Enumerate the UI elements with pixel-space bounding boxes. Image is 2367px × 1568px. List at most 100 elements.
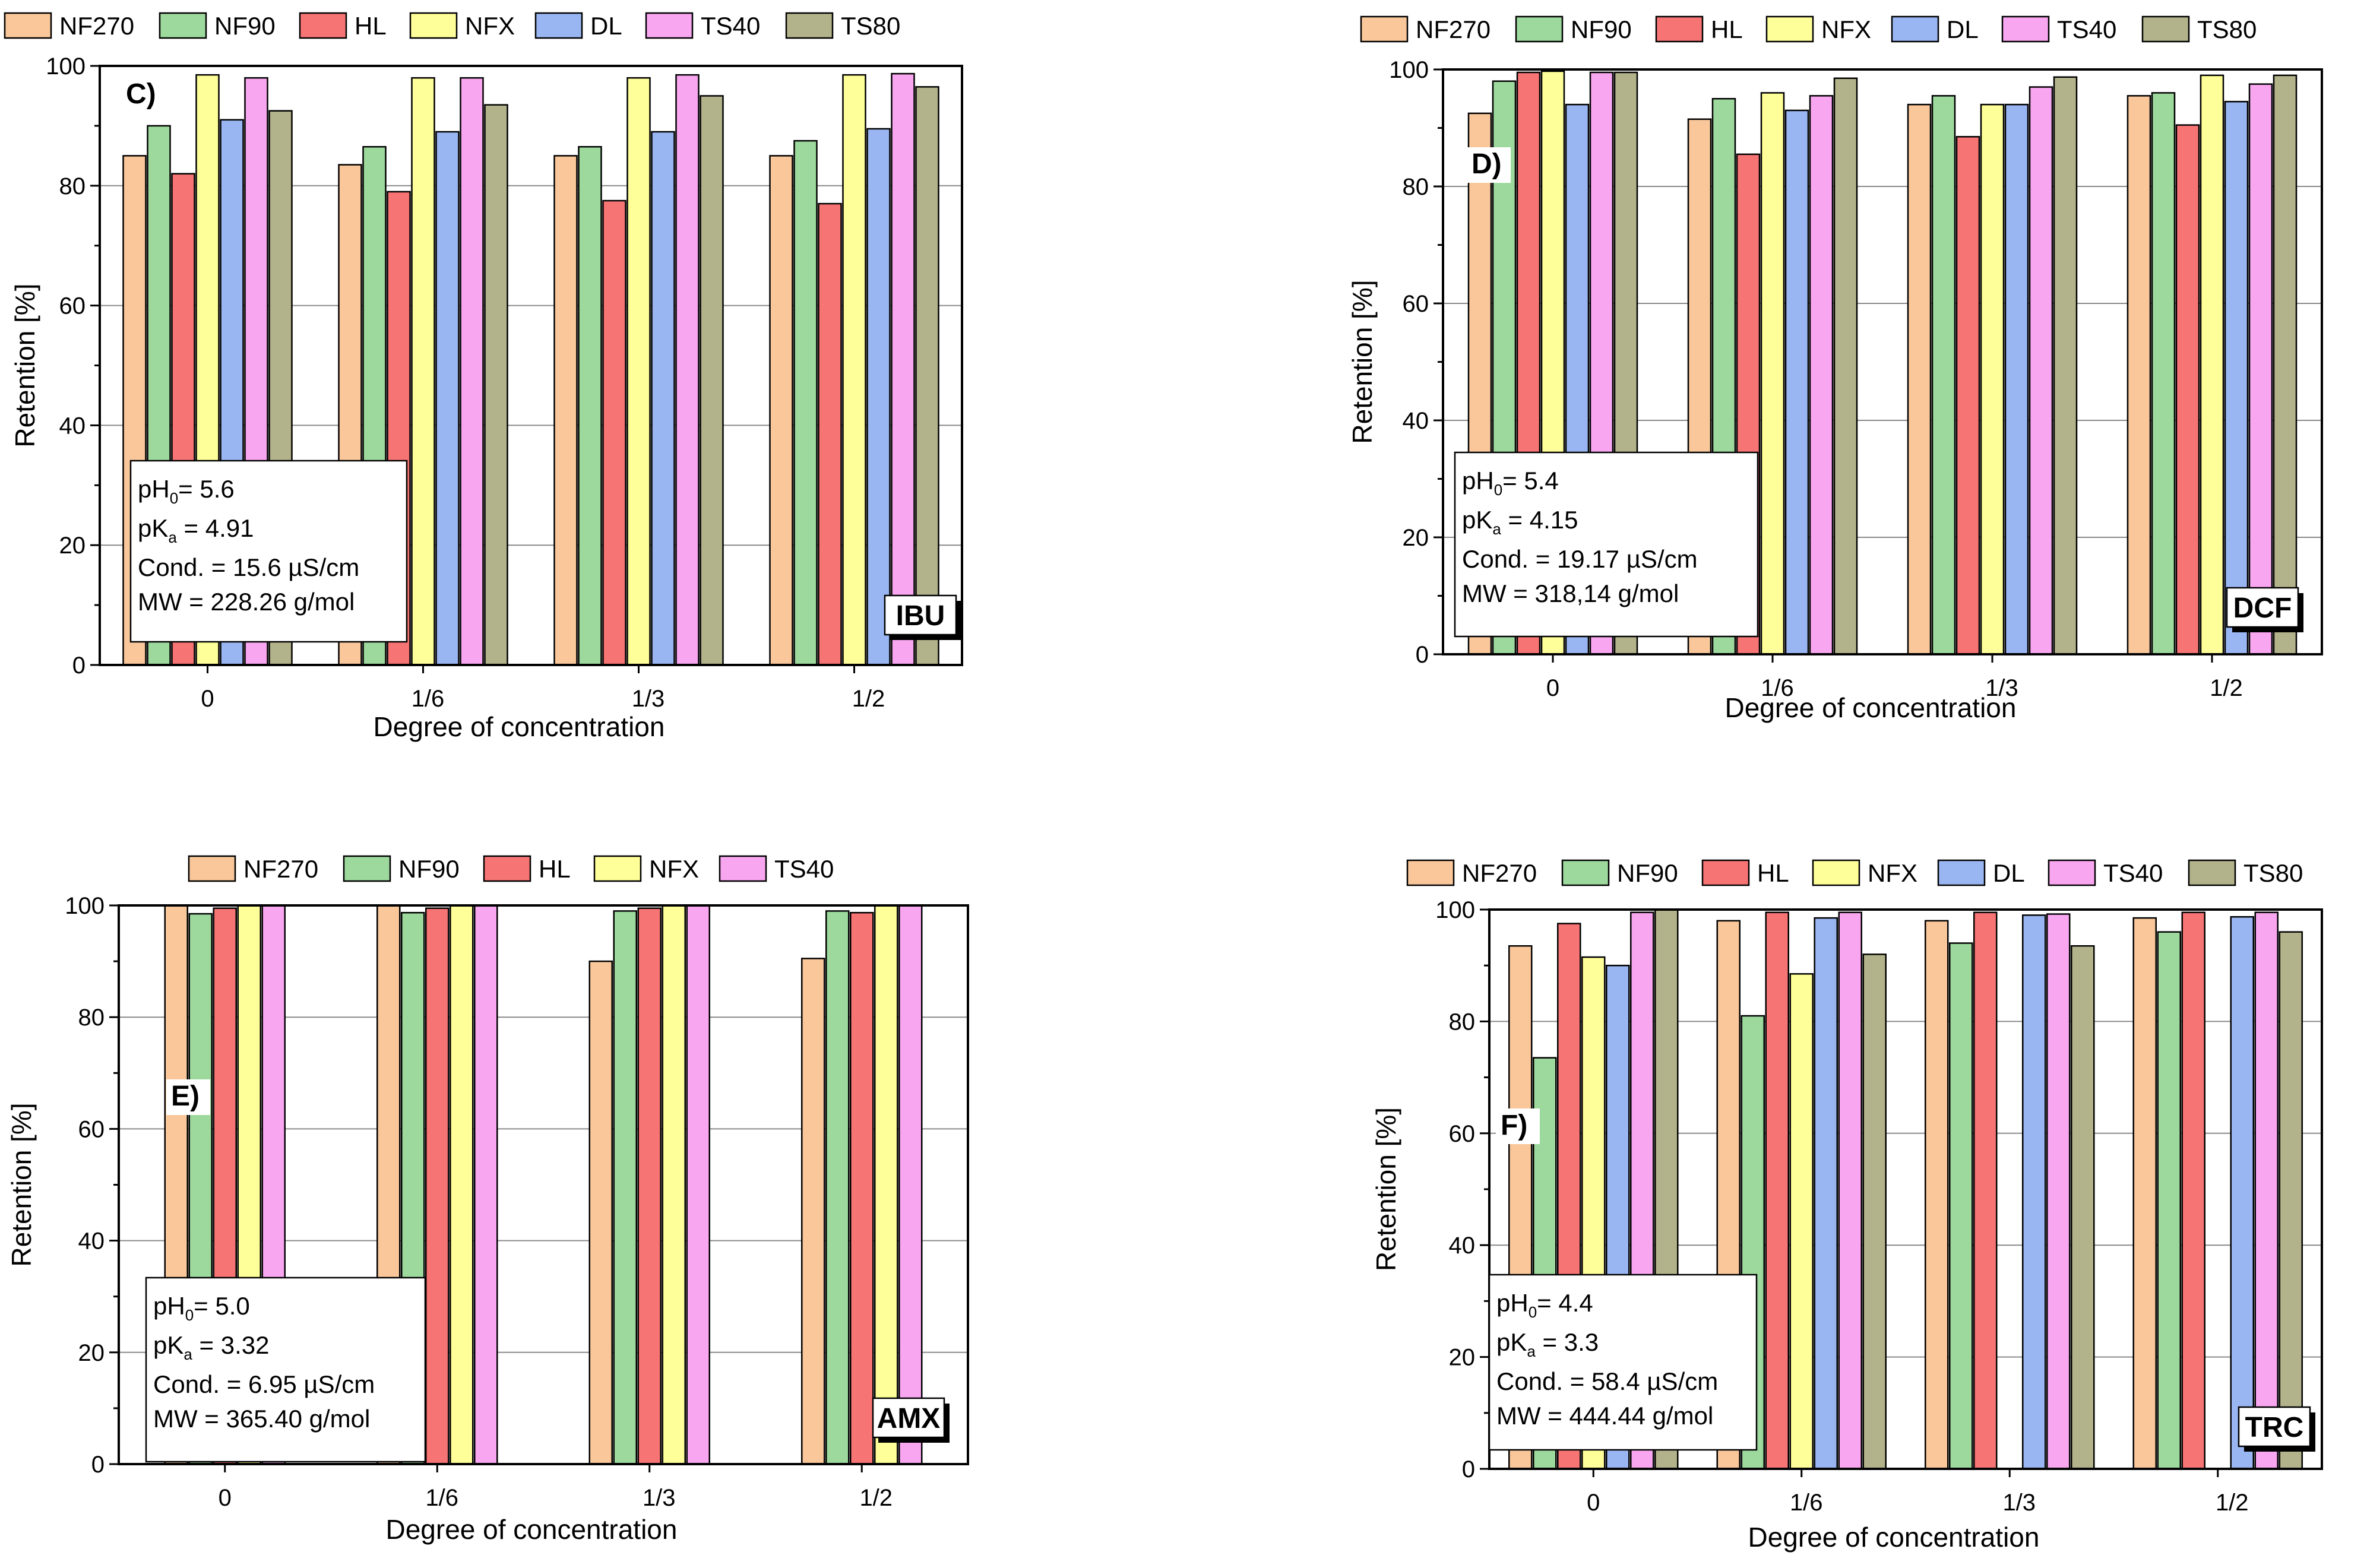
bar-ts80-2: [2071, 945, 2095, 1470]
compound-tag-box: [2226, 587, 2299, 628]
legend-label-ts40: TS40: [2057, 15, 2116, 43]
bar-nfx-1: [411, 77, 435, 666]
x-tick-label: 1/2: [852, 686, 885, 712]
x-tick-label: 1/3: [2002, 1490, 2036, 1516]
legend-swatch-nf270: [4, 12, 52, 39]
x-tick-label: 0: [219, 1485, 232, 1511]
legend-label-dl: DL: [1993, 859, 2025, 887]
legend-swatch-ts80: [2188, 859, 2236, 886]
bar-dl-2: [2022, 914, 2046, 1470]
y-tick-label: 60: [78, 1116, 105, 1142]
y-tick-label: 0: [1462, 1456, 1475, 1483]
y-tick-label: 20: [1403, 525, 1429, 551]
bar-nfx-2: [1980, 103, 2005, 655]
legend-label-hl: HL: [539, 855, 571, 883]
bar-dl-2: [651, 131, 675, 666]
bar-hl-2: [637, 907, 662, 1465]
info-pka: pKa = 3.32: [153, 1331, 269, 1363]
y-tick-label: 20: [1449, 1345, 1476, 1371]
bar-dl-1: [435, 131, 460, 666]
bar-nf90-3: [2157, 931, 2181, 1470]
legend-swatch-nf90: [343, 855, 391, 882]
legend-swatch-nf270: [1360, 15, 1409, 43]
bar-ts80-1: [1833, 77, 1858, 655]
x-axis-title: Degree of concentration: [1725, 692, 2017, 723]
panel-label: C): [126, 78, 156, 110]
y-tick-label: 0: [72, 652, 86, 679]
bar-nf90-2: [578, 145, 602, 666]
bar-nfx-3: [842, 74, 866, 666]
legend-label-ts80: TS80: [2243, 859, 2303, 887]
x-tick-label: 1/2: [2216, 1490, 2249, 1516]
bar-ts40-1: [1809, 95, 1834, 655]
bar-nf270-2: [1907, 103, 1932, 655]
bar-ts40-1: [1838, 911, 1862, 1470]
info-conductivity: Cond. = 6.95 µS/cm: [153, 1370, 375, 1398]
x-tick-label: 1/2: [2210, 675, 2243, 701]
legend-label-nfx: NFX: [1868, 859, 1917, 887]
panel-label-bg: [1496, 1108, 1540, 1144]
bar-nf90-2: [1949, 942, 1973, 1470]
compound-tag: DCF: [2233, 593, 2292, 624]
y-tick-label: 40: [1449, 1233, 1476, 1259]
bar-ts40-1: [474, 904, 498, 1465]
legend-swatch-dl: [1891, 15, 1939, 43]
panel-label-bg: [1467, 147, 1511, 183]
legend-swatch-hl: [1701, 859, 1750, 886]
bar-ts80-1: [1862, 954, 1887, 1470]
bar-ts40-2: [2029, 86, 2053, 655]
x-tick-label: 1/3: [1985, 675, 2018, 701]
legend-label-ts80: TS80: [841, 12, 900, 40]
bar-ts80-3: [915, 86, 939, 666]
legend-swatch-nfx: [593, 855, 642, 882]
y-tick-label: 0: [1416, 642, 1429, 668]
y-tick-label: 60: [1449, 1121, 1476, 1147]
bar-hl-3: [850, 911, 874, 1465]
bar-ts40-2: [686, 904, 710, 1465]
y-tick-label: 20: [78, 1340, 105, 1366]
chart-panel-amx: 0 20 40 60 80 100 0 1/6 1/3 1/2 Degree of concentr…: [6, 855, 969, 1545]
compound-tag: IBU: [896, 600, 945, 632]
x-tick-label: 0: [201, 686, 214, 712]
bar-ts40-1: [460, 77, 484, 666]
panel-label: D): [1472, 148, 1502, 180]
y-tick-label: 100: [1389, 57, 1429, 83]
legend-label-nf270: NF270: [243, 855, 318, 883]
legend-swatch-dl: [534, 12, 583, 39]
bar-nfx-1: [1760, 92, 1785, 655]
plot-border: [1488, 908, 2323, 1470]
bar-hl-3: [2175, 124, 2200, 655]
x-axis-title: Degree of concentration: [374, 711, 665, 742]
compound-tag: AMX: [877, 1403, 941, 1434]
bar-ts40-3: [891, 72, 915, 666]
chart-panel-ibu: 0 20 40 60 80 100 0 1/6 1/3 1/2 Degree of concentr…: [4, 12, 963, 742]
x-axis-title: Degree of concentration: [1748, 1522, 2040, 1553]
bar-nf90-3: [825, 910, 850, 1465]
bar-hl-3: [2181, 911, 2205, 1470]
x-tick-label: 1/3: [643, 1485, 676, 1511]
y-tick-label: 80: [59, 173, 86, 199]
legend-swatch-nf270: [188, 855, 236, 882]
plot-border: [1442, 68, 2323, 655]
bar-hl-2: [1955, 136, 1980, 655]
bar-nfx-1: [1789, 973, 1814, 1470]
legend-swatch-nf270: [1406, 859, 1455, 886]
legend-label-hl: HL: [1711, 15, 1743, 43]
y-tick-label: 60: [59, 293, 86, 319]
legend: NF270 NF90 HL NFX DL TS40 TS80: [1406, 859, 2303, 887]
legend-label-nf90: NF90: [214, 12, 276, 40]
y-axis-title: Retention [%]: [6, 1103, 37, 1266]
info-molecular-weight: MW = 444.44 g/mol: [1496, 1402, 1713, 1430]
info-ph: pH0= 5.6: [138, 475, 235, 507]
bar-nf270-3: [2132, 917, 2157, 1470]
y-tick-label: 100: [65, 893, 105, 919]
info-conductivity: Cond. = 58.4 µS/cm: [1496, 1367, 1718, 1395]
x-tick-label: 1/6: [1790, 1490, 1823, 1516]
plot-border: [118, 904, 969, 1465]
x-axis-title: Degree of concentration: [386, 1514, 678, 1545]
y-tick-label: 100: [1435, 897, 1475, 923]
y-tick-label: 0: [91, 1452, 105, 1478]
bar-nfx-3: [874, 904, 898, 1465]
legend-swatch-nfx: [1765, 15, 1814, 43]
legend-label-nf90: NF90: [1617, 859, 1678, 887]
